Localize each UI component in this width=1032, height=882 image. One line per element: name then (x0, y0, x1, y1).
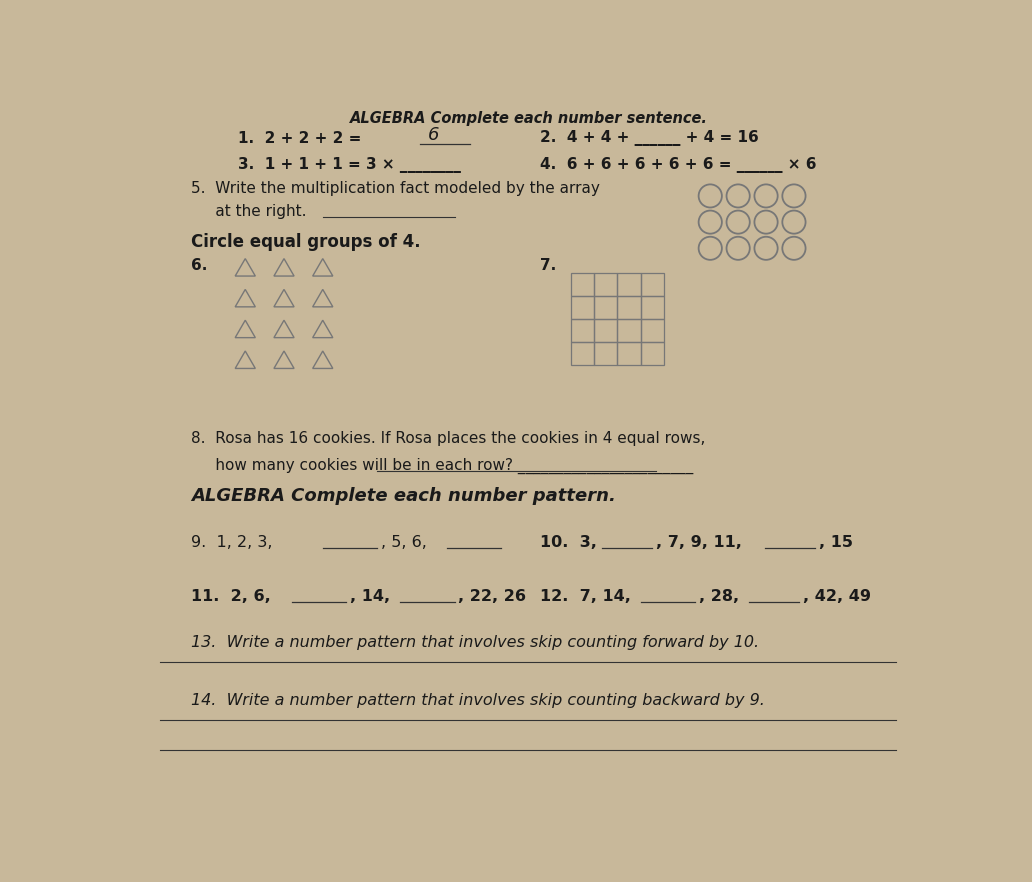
Bar (571, 319, 594, 342)
Bar (571, 273, 594, 296)
Text: 2.  4 + 4 + ______ + 4 = 16: 2. 4 + 4 + ______ + 4 = 16 (540, 131, 759, 146)
Text: 5.  Write the multiplication fact modeled by the array: 5. Write the multiplication fact modeled… (191, 181, 600, 196)
Text: 6.: 6. (191, 258, 207, 273)
Bar (571, 342, 594, 365)
Text: 4.  6 + 6 + 6 + 6 + 6 = ______ × 6: 4. 6 + 6 + 6 + 6 + 6 = ______ × 6 (540, 157, 816, 173)
Text: 1.  2 + 2 + 2 =: 1. 2 + 2 + 2 = (237, 131, 361, 146)
Text: 9.  1, 2, 3,: 9. 1, 2, 3, (191, 534, 272, 550)
Text: 3.  1 + 1 + 1 = 3 × ________: 3. 1 + 1 + 1 = 3 × ________ (237, 157, 460, 173)
Text: ALGEBRA Complete each number pattern.: ALGEBRA Complete each number pattern. (191, 487, 616, 505)
Text: 13.  Write a number pattern that involves skip counting forward by 10.: 13. Write a number pattern that involves… (191, 635, 760, 650)
Text: 12.  7, 14,: 12. 7, 14, (540, 589, 631, 604)
Text: ALGEBRA Complete each number sentence.: ALGEBRA Complete each number sentence. (350, 111, 708, 126)
Bar (617, 319, 641, 342)
Text: how many cookies will be in each row? _______________________: how many cookies will be in each row? __… (191, 458, 694, 474)
Text: 11.  2, 6,: 11. 2, 6, (191, 589, 270, 604)
Text: 8.  Rosa has 16 cookies. If Rosa places the cookies in 4 equal rows,: 8. Rosa has 16 cookies. If Rosa places t… (191, 431, 706, 446)
Text: at the right.: at the right. (191, 204, 307, 219)
Text: , 5, 6,: , 5, 6, (381, 534, 427, 550)
Text: , 28,: , 28, (699, 589, 739, 604)
Text: 14.  Write a number pattern that involves skip counting backward by 9.: 14. Write a number pattern that involves… (191, 692, 765, 707)
Text: 7.: 7. (540, 258, 556, 273)
Text: , 7, 9, 11,: , 7, 9, 11, (656, 534, 742, 550)
Text: , 42, 49: , 42, 49 (803, 589, 871, 604)
Bar (594, 319, 617, 342)
Bar (571, 296, 594, 319)
Bar (594, 296, 617, 319)
Text: , 22, 26: , 22, 26 (458, 589, 526, 604)
Bar (594, 273, 617, 296)
Text: Circle equal groups of 4.: Circle equal groups of 4. (191, 233, 421, 251)
Bar (594, 342, 617, 365)
Bar (617, 273, 641, 296)
Text: 6: 6 (427, 126, 439, 144)
Text: , 14,: , 14, (350, 589, 390, 604)
Bar (641, 273, 664, 296)
Text: 10.  3,: 10. 3, (540, 534, 596, 550)
Bar (617, 296, 641, 319)
Bar (641, 296, 664, 319)
Bar (641, 319, 664, 342)
Text: , 15: , 15 (818, 534, 852, 550)
Bar (617, 342, 641, 365)
Bar (641, 342, 664, 365)
